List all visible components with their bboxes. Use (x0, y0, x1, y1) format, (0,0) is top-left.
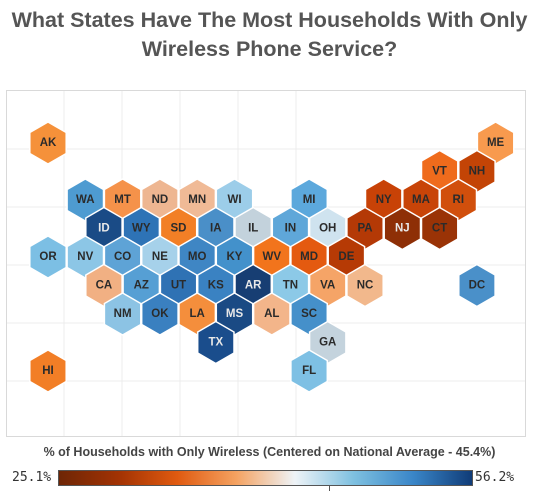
chart-title: What States Have The Most Households Wit… (11, 8, 528, 61)
state-hex-shape[interactable] (29, 349, 67, 393)
state-hex-tn[interactable]: TN (271, 263, 310, 308)
legend-color-bar (58, 470, 473, 486)
state-label: MA (412, 194, 430, 206)
state-hex-shape[interactable] (290, 349, 329, 393)
state-label: MI (303, 194, 316, 206)
state-hex-sd[interactable]: SD (159, 206, 198, 251)
state-label: IA (210, 223, 222, 235)
state-label: IN (285, 223, 297, 235)
state-label: CA (96, 280, 113, 292)
state-hex-wv[interactable]: WV (252, 235, 291, 279)
state-label: AR (245, 280, 262, 292)
legend-max-label: 56.2% (475, 470, 515, 485)
state-label: NJ (395, 223, 410, 235)
state-label: CO (114, 251, 131, 263)
state-label: GA (319, 337, 336, 349)
state-label: VA (320, 280, 335, 292)
state-label: RI (453, 194, 465, 206)
state-label: MO (188, 251, 207, 263)
state-label: ND (152, 194, 169, 206)
state-label: AL (264, 308, 279, 320)
state-label: MS (226, 308, 244, 320)
state-label: MT (114, 194, 131, 206)
state-label: WA (76, 194, 95, 206)
state-hex-md[interactable]: MD (290, 235, 329, 279)
state-hex-ak[interactable]: AK (29, 121, 67, 165)
state-label: SC (301, 308, 317, 320)
state-hex-wa[interactable]: WA (66, 178, 105, 222)
state-label: NV (77, 251, 93, 263)
state-label: FL (302, 365, 316, 377)
state-hex-fl[interactable]: FL (290, 349, 329, 393)
state-label: NC (357, 280, 374, 292)
state-label: KS (208, 280, 224, 292)
state-label: MN (188, 194, 206, 206)
state-label: KY (227, 251, 243, 263)
state-label: TN (283, 280, 298, 292)
legend-min-label: 25.1% (12, 470, 52, 485)
state-hex-tx[interactable]: TX (196, 320, 235, 365)
state-hex-shape[interactable] (458, 263, 496, 308)
state-hex-al[interactable]: AL (252, 292, 291, 336)
state-label: HI (42, 365, 54, 377)
state-label: UT (171, 280, 186, 292)
legend-center-tick (329, 486, 330, 491)
state-hex-shape[interactable] (420, 206, 459, 251)
state-label: AZ (134, 280, 149, 292)
state-hex-sc[interactable]: SC (290, 292, 329, 336)
state-hex-shape[interactable] (29, 121, 67, 165)
state-label: CT (432, 223, 447, 235)
state-label: AK (40, 137, 57, 149)
state-label: DE (338, 251, 354, 263)
state-hex-or[interactable]: OR (29, 235, 67, 279)
state-label: ID (98, 223, 110, 235)
state-hex-shape[interactable] (252, 292, 291, 336)
state-hex-hi[interactable]: HI (29, 349, 67, 393)
hex-map-panel: AK ME VT NH WA MT ND MN WI MI NY MA RI ID WY SD IA IL IN OH… (6, 90, 526, 437)
state-label: OK (151, 308, 169, 320)
state-hex-nm[interactable]: NM (103, 292, 142, 336)
state-label: WV (263, 251, 282, 263)
state-hex-co[interactable]: CO (103, 235, 142, 279)
state-label: NE (152, 251, 168, 263)
state-hex-ne[interactable]: NE (140, 235, 179, 279)
state-hex-shape[interactable] (29, 235, 67, 279)
state-hex-nc[interactable]: NC (346, 263, 384, 308)
state-label: TX (208, 337, 223, 349)
legend-title: % of Households with Only Wireless (Cent… (43, 445, 496, 459)
state-hex-dc[interactable]: DC (458, 263, 496, 308)
state-label: OR (39, 251, 57, 263)
state-hex-ct[interactable]: CT (420, 206, 459, 251)
state-label: NM (114, 308, 132, 320)
state-hex-nj[interactable]: NJ (383, 206, 422, 251)
state-label: LA (190, 308, 205, 320)
state-hex-shape[interactable] (140, 292, 179, 336)
state-label: DC (469, 280, 486, 292)
state-hex-de[interactable]: DE (327, 235, 366, 279)
state-hex-vt[interactable]: VT (420, 149, 459, 194)
state-hex-shape[interactable] (383, 206, 422, 251)
state-label: SD (171, 223, 187, 235)
state-label: OH (319, 223, 336, 235)
state-hex-nh[interactable]: NH (458, 149, 496, 194)
state-label: NY (376, 194, 392, 206)
state-label: IL (248, 223, 258, 235)
state-hex-wy[interactable]: WY (122, 206, 161, 251)
state-hex-ms[interactable]: MS (215, 292, 254, 336)
state-label: WI (227, 194, 241, 206)
state-label: MD (300, 251, 318, 263)
state-label: WY (132, 223, 151, 235)
state-label: VT (432, 166, 447, 178)
state-hex-shape[interactable] (103, 292, 142, 336)
state-hex-ga[interactable]: GA (308, 320, 347, 365)
state-hex-oh[interactable]: OH (308, 206, 347, 251)
state-label: ME (487, 137, 505, 149)
state-hex-shape[interactable] (196, 320, 235, 365)
hex-map: AK ME VT NH WA MT ND MN WI MI NY MA RI ID WY SD IA IL IN OH… (7, 91, 525, 436)
state-label: NH (469, 166, 486, 178)
state-hex-ok[interactable]: OK (140, 292, 179, 336)
state-label: PA (357, 223, 372, 235)
state-hex-shape[interactable] (346, 263, 384, 308)
